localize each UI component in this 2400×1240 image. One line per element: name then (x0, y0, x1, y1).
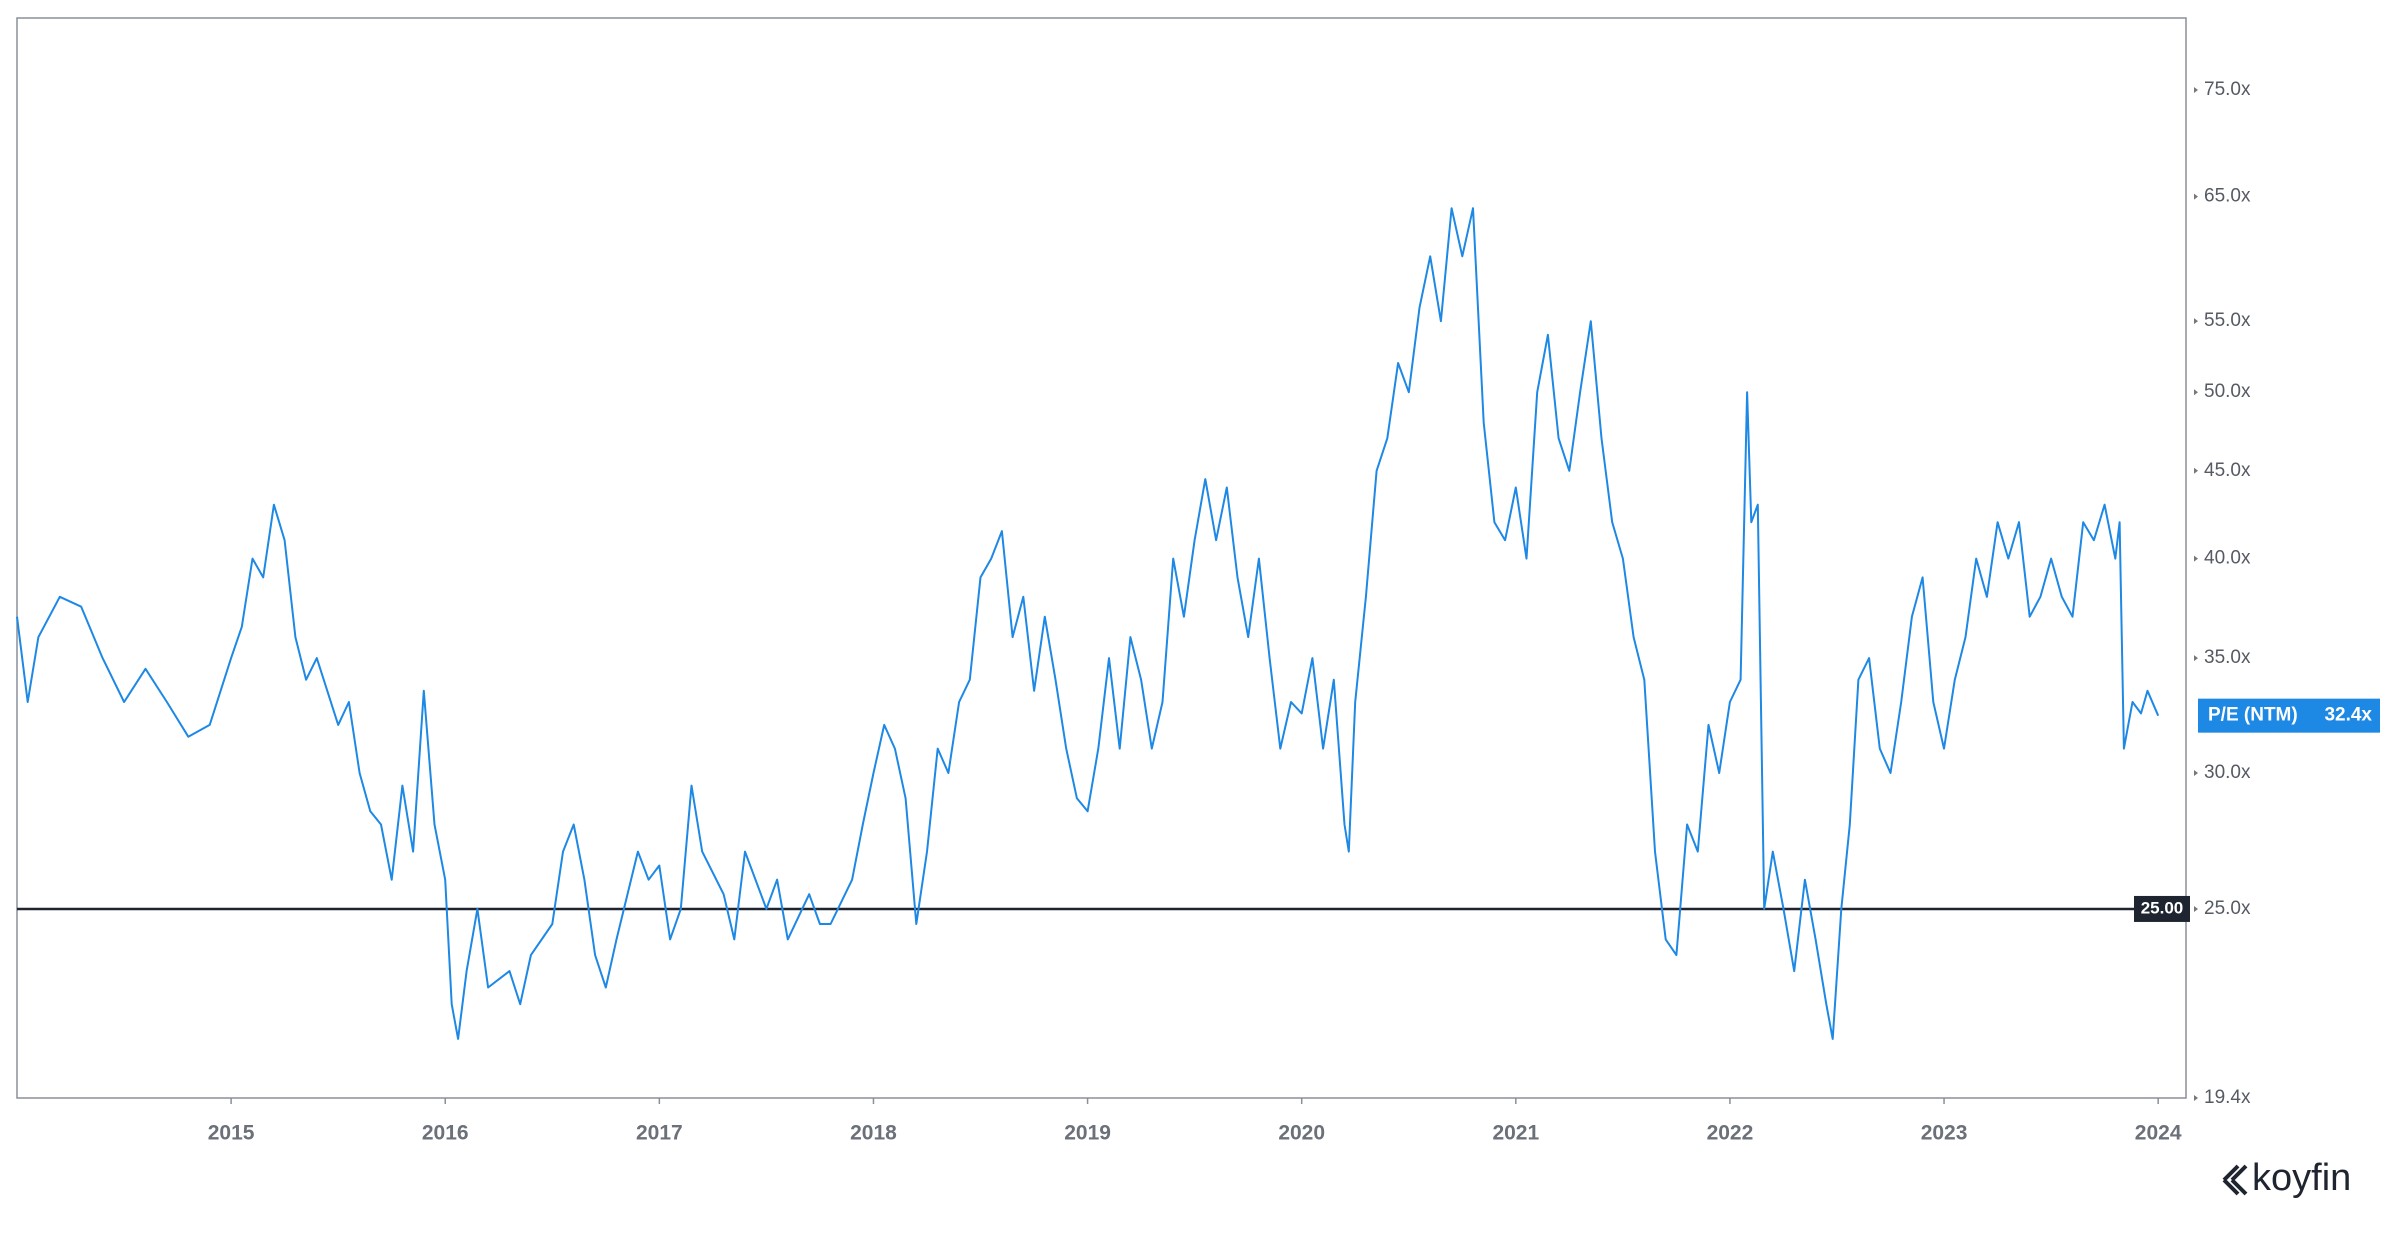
x-tick-label: 2022 (1707, 1122, 1754, 1145)
brand-icon (2222, 1164, 2248, 1196)
y-tick-label: 35.0x (2204, 647, 2251, 668)
y-tick-label: 19.4x (2204, 1087, 2251, 1108)
x-tick-label: 2018 (850, 1122, 897, 1145)
x-tick-label: 2016 (422, 1122, 469, 1145)
y-tick-mark (2194, 1095, 2198, 1101)
last-value-tag (2198, 698, 2380, 733)
y-tick-label: 40.0x (2204, 548, 2251, 569)
x-tick-label: 2020 (1278, 1122, 1325, 1145)
y-tick-label: 25.0x (2204, 898, 2251, 919)
y-tick-mark (2194, 318, 2198, 325)
y-tick-mark (2194, 770, 2198, 777)
y-tick-label: 55.0x (2204, 310, 2251, 331)
x-tick-label: 2015 (208, 1122, 255, 1145)
series-line (16, 207, 2160, 1040)
y-tick-label: 50.0x (2204, 381, 2251, 402)
x-tick-label: 2021 (1492, 1122, 1539, 1145)
x-tick-label: 2017 (636, 1122, 683, 1145)
reference-label: 25.00 (2141, 898, 2184, 917)
brand-name: koyfin (2252, 1157, 2351, 1199)
y-tick-label: 45.0x (2204, 460, 2251, 481)
x-tick-label: 2024 (2135, 1122, 2182, 1145)
last-value-name: P/E (NTM) (2208, 705, 2298, 726)
y-tick-label: 30.0x (2204, 762, 2251, 783)
y-tick-mark (2194, 555, 2198, 562)
last-value-label: 32.4x (2324, 705, 2372, 726)
reference-tag (2134, 895, 2190, 922)
x-tick-label: 2023 (1921, 1122, 1968, 1145)
y-tick-mark (2194, 389, 2198, 396)
y-tick-mark (2194, 655, 2198, 662)
y-tick-label: 65.0x (2204, 186, 2251, 207)
brand-logo: koyfin (2222, 1157, 2351, 1199)
y-tick-mark (2194, 905, 2198, 912)
plot-frame (16, 17, 2187, 1099)
y-tick-mark (2194, 467, 2198, 474)
y-tick-label: 75.0x (2204, 79, 2251, 100)
y-tick-mark (2194, 86, 2198, 93)
y-tick-mark (2194, 193, 2198, 200)
x-tick-label: 2019 (1064, 1122, 1111, 1145)
